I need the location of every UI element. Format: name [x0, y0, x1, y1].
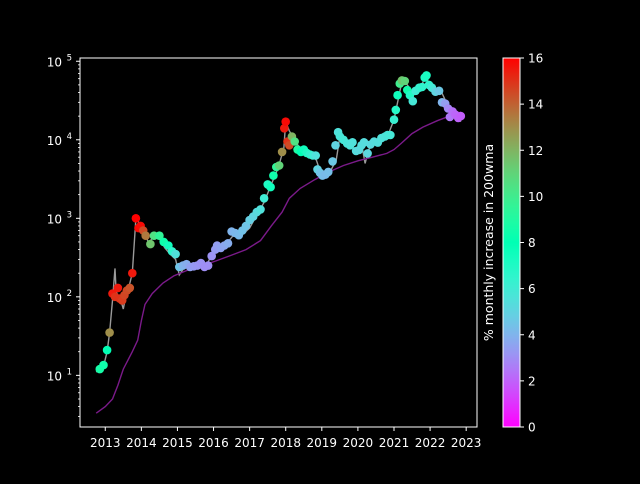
colorbar-tick-label: 16	[528, 52, 543, 66]
y-tick-label-exponent: 1	[67, 367, 72, 377]
y-tick-label: 10	[47, 369, 62, 383]
y-tick-label-exponent: 3	[67, 210, 72, 220]
colorbar-tick-label: 6	[528, 282, 536, 296]
x-tick-label: 2016	[198, 436, 229, 450]
scatter-point	[331, 141, 340, 150]
scatter-point	[99, 360, 108, 370]
scatter-point	[290, 137, 300, 146]
y-tick-label: 10	[47, 55, 62, 69]
scatter-point	[105, 328, 114, 337]
scatter-point	[125, 283, 135, 293]
colorbar-gradient	[503, 58, 520, 427]
colorbar-tick-label: 4	[528, 328, 536, 342]
scatter-point	[223, 239, 233, 248]
scatter-point	[131, 214, 141, 223]
scatter-point	[269, 171, 278, 180]
x-tick-label: 2015	[162, 436, 193, 450]
scatter-point	[311, 151, 321, 160]
plot-area	[95, 71, 466, 414]
colorbar-tick-label: 12	[528, 144, 543, 158]
scatter-point	[171, 249, 180, 259]
scatter-point	[328, 157, 337, 166]
colorbar-tick-label: 2	[528, 374, 536, 388]
scatter-point	[274, 161, 284, 170]
scatter-point	[256, 205, 265, 214]
y-tick-label-exponent: 2	[67, 289, 72, 299]
scatter-point	[456, 111, 466, 121]
x-tick-label: 2020	[343, 436, 374, 450]
scatter-point	[102, 345, 112, 355]
colorbar-tick-label: 0	[528, 421, 536, 435]
scatter-point	[391, 105, 401, 115]
scatter-point	[434, 86, 444, 96]
scatter-point	[203, 261, 213, 270]
colorbar-tick-label: 8	[528, 236, 536, 250]
scatter-point	[259, 194, 269, 203]
colorbar-label: % monthly increase in 200wma	[481, 144, 496, 341]
scatter-point	[113, 283, 123, 293]
scatter-point	[146, 239, 155, 249]
x-tick-label: 2017	[234, 436, 265, 450]
scatter-point	[400, 76, 410, 86]
y-tick-label: 10	[47, 134, 62, 148]
scatter-point	[128, 268, 137, 278]
scatter-point	[155, 231, 164, 240]
x-tick-label: 2014	[126, 436, 157, 450]
scatter-point	[207, 251, 216, 261]
scatter-point	[422, 71, 431, 80]
y-tick-label: 10	[47, 212, 62, 226]
x-tick-label: 2021	[379, 436, 410, 450]
series-line-1	[95, 111, 462, 414]
scatter-point	[393, 90, 402, 100]
x-tick-label: 2019	[307, 436, 338, 450]
axes: 2013 2014 2015 2016 2017 2018 2019 2020 2021 2022…	[47, 53, 482, 450]
y-tick-label-exponent: 5	[67, 53, 72, 63]
scatter-point	[277, 147, 287, 157]
axes-frame	[79, 57, 478, 428]
scatter-point	[280, 124, 289, 133]
x-tick-label: 2013	[90, 436, 121, 450]
scatter-point	[141, 231, 150, 240]
scatter-point	[324, 167, 333, 177]
colorbar: % monthly increase in 200wma 0 2 4 6 8 10 12 14…	[481, 52, 543, 435]
scatter-point	[363, 149, 372, 158]
y-tick-label: 10	[47, 291, 62, 305]
scatter-point	[266, 182, 275, 192]
x-tick-label: 2018	[270, 436, 301, 450]
colorbar-tick-label: 10	[528, 190, 543, 204]
scatter-point	[359, 138, 369, 147]
scatter-point	[348, 138, 357, 147]
y-tick-label-exponent: 4	[67, 132, 72, 142]
x-tick-label: 2022	[415, 436, 446, 450]
scatter-point	[281, 117, 291, 126]
scatter-point	[389, 115, 399, 124]
x-tick-label: 2023	[451, 436, 482, 450]
scatter-point	[408, 96, 418, 106]
scatter-point	[417, 82, 427, 92]
colorbar-tick-label: 14	[528, 98, 543, 112]
scatter-point	[386, 130, 395, 140]
